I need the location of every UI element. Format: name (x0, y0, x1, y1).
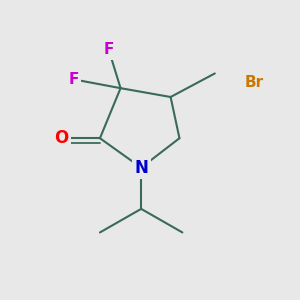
Text: N: N (134, 159, 148, 177)
Text: F: F (68, 72, 79, 87)
Text: O: O (55, 129, 69, 147)
Text: Br: Br (244, 75, 263, 90)
Text: F: F (103, 42, 114, 57)
